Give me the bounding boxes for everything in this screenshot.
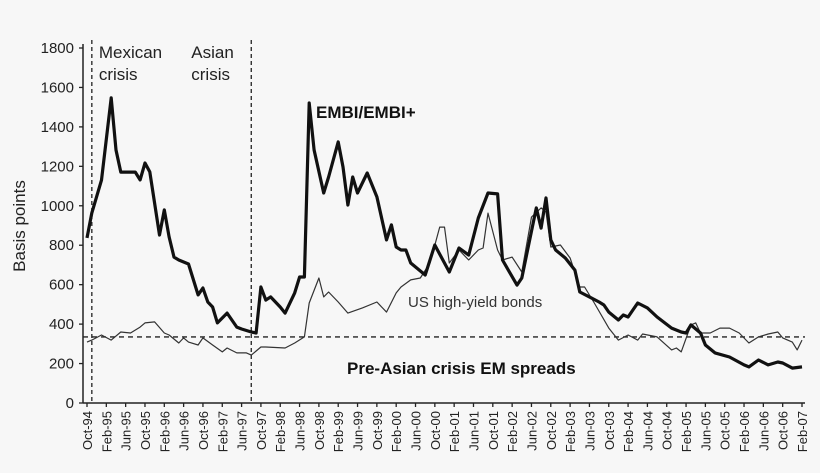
x-tick-label: Jun-01: [466, 411, 481, 451]
x-tick-label: Jun-99: [351, 411, 366, 451]
pre-asian-crisis-label: Pre-Asian crisis EM spreads: [347, 359, 576, 378]
event-label: Mexican: [99, 43, 162, 62]
us-high-yield-label: US high-yield bonds: [408, 294, 542, 311]
y-tick-label: 0: [66, 395, 74, 412]
y-tick-label: 600: [49, 277, 74, 294]
x-tick-label: Feb-03: [563, 411, 578, 452]
x-tick-label: Oct-00: [428, 411, 443, 450]
y-tick-label: 1400: [41, 119, 74, 136]
y-tick-label: 1200: [41, 158, 74, 175]
x-tick-label: Feb-06: [737, 411, 752, 452]
y-tick-label: 1600: [41, 79, 74, 96]
x-tick-label: Feb-98: [273, 411, 288, 452]
x-tick-label: Feb-02: [505, 411, 520, 452]
y-tick-label: 200: [49, 356, 74, 373]
embi-label: EMBI/EMBI+: [316, 103, 416, 122]
y-tick-label: 1800: [41, 40, 74, 57]
x-tick-label: Oct-02: [544, 411, 559, 450]
x-tick-label: Jun-04: [640, 411, 655, 451]
x-tick-label: Oct-94: [80, 411, 95, 450]
x-tick-label: Jun-05: [698, 411, 713, 451]
x-tick-label: Oct-01: [486, 411, 501, 450]
y-tick-label: 1000: [41, 198, 74, 215]
x-tick-label: Feb-95: [99, 411, 114, 452]
x-tick-label: Feb-05: [679, 411, 694, 452]
y-tick-label: 800: [49, 237, 74, 254]
event-lines: Mexican crisis Asian crisis: [91, 40, 252, 403]
x-tick-label: Oct-06: [776, 411, 791, 450]
x-tick-label: Jun-96: [177, 411, 192, 451]
x-tick-label: Feb-07: [795, 411, 810, 452]
x-tick-label: Oct-95: [138, 411, 153, 450]
x-tick-label: Feb-99: [331, 411, 346, 452]
series-lines: [85, 96, 803, 370]
y-tick-label: 400: [49, 316, 74, 333]
x-tick-label: Jun-02: [524, 411, 539, 451]
x-tick-label: Oct-98: [312, 411, 327, 450]
x-tick-label: Oct-97: [254, 411, 269, 450]
x-tick-label: Oct-04: [660, 411, 675, 450]
event-label: crisis: [99, 65, 138, 84]
x-tick-label: Oct-96: [196, 411, 211, 450]
event-label: Asian: [191, 43, 234, 62]
x-tick-label: Jun-97: [235, 411, 250, 451]
x-tick-label: Feb-96: [157, 411, 172, 452]
x-tick-label: Jun-98: [293, 411, 308, 451]
x-tick-label: Oct-03: [602, 411, 617, 450]
x-tick-label: Feb-04: [621, 411, 636, 452]
y-axis: 0 200 400 600 800 1000 1200 1400 1600 1800: [41, 40, 84, 412]
x-tick-label: Oct-99: [370, 411, 385, 450]
embi-series-line: [85, 96, 803, 370]
x-tick-label: Feb-97: [215, 411, 230, 452]
x-tick-label: Feb-01: [447, 411, 462, 452]
event-label: crisis: [191, 65, 230, 84]
x-tick-label: Oct-05: [718, 411, 733, 450]
x-tick-label: Jun-00: [409, 411, 424, 451]
x-axis: Oct-94 Feb-95 Jun-95 Oct-95 Feb-96 Jun-96 Oct-…: [80, 402, 810, 452]
x-tick-label: Jun-06: [756, 411, 771, 451]
x-tick-label: Jun-95: [119, 411, 134, 451]
x-tick-label: Jun-03: [582, 411, 597, 451]
x-tick-label: Feb-00: [389, 411, 404, 452]
y-axis-title: Basis points: [10, 180, 29, 272]
